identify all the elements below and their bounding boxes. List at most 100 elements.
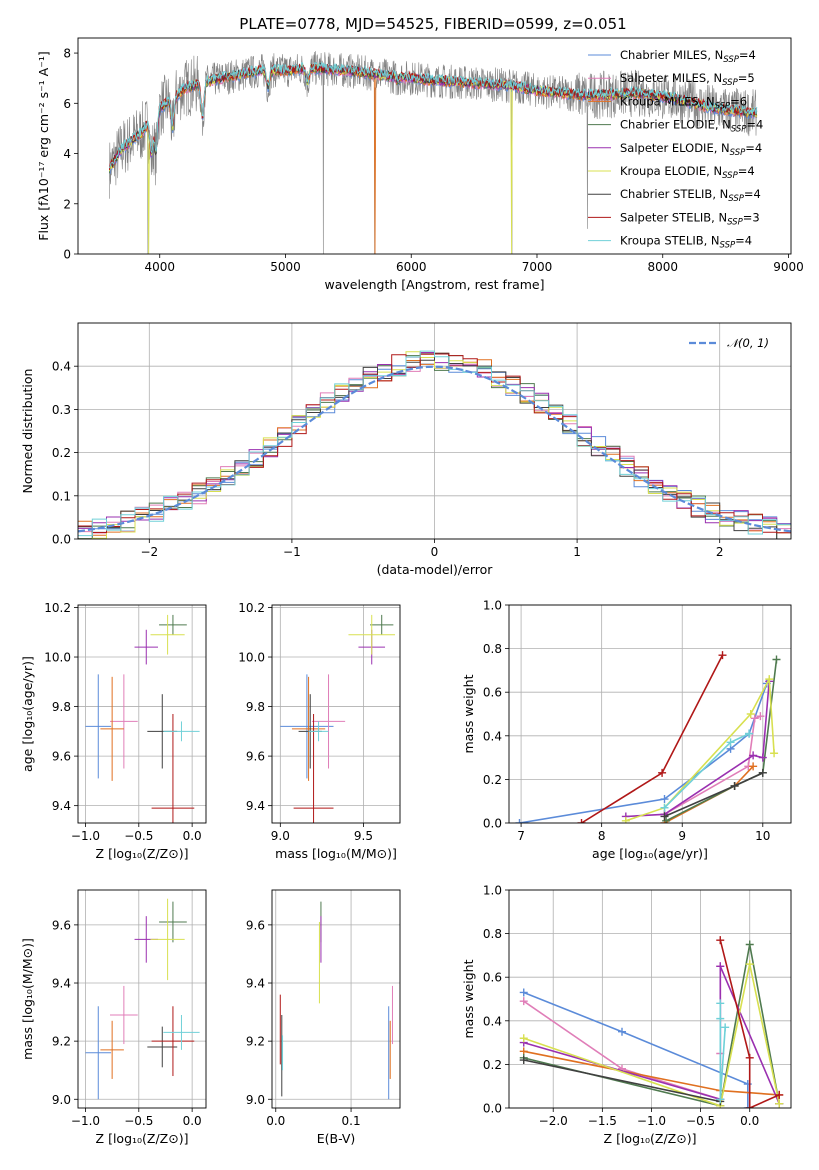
residuals-xtick-label: 0 [431,545,439,559]
errorbar-point [85,674,112,779]
legend-name: Chabrier MILES, N [620,48,723,62]
age-vs-Z-xtick-label: −0.5 [124,829,153,843]
legend-subscript: SSP [731,125,747,135]
spectrum-ytick-label: 6 [63,97,71,111]
errorbar-point [293,714,334,823]
mass-weight-line [523,1059,721,1103]
residuals-ytick-label: 0.3 [52,403,71,417]
mass-weight-line [523,963,780,1107]
legend-subscript: SSP [715,101,731,111]
legend-suffix: =4 [745,141,762,155]
mass-vs-Z-panel: −1.0 −0.5 0.0 9.0 9.2 9.4 9.6 Z [log₁₀(Z/Z⊙)] ma… [20,889,207,1146]
weight-vs-age-ytick-label: 0.6 [483,686,502,700]
mass-vs-EBV-ytick-label: 9.0 [246,1093,265,1107]
residuals-xtick-label: 2 [716,545,724,559]
mass-weight-line [523,944,780,1107]
mass-vs-Z-background [78,890,206,1108]
residuals-ytick-label: 0.4 [52,360,71,374]
errorbar-point [147,1026,178,1068]
spectrum-ytick-label: 2 [63,197,71,211]
mass-vs-Z-ytick-label: 9.2 [52,1035,71,1049]
weight-vs-Z-xtick-label: −2.0 [539,1114,568,1128]
errorbar-point [110,985,138,1045]
legend-name: Kroupa MILES, N [620,94,715,108]
weight-vs-Z-ytick-label: 0.0 [483,1102,502,1116]
age-vs-Z-ytick-label: 10.2 [44,601,71,615]
mass-vs-Z-x-axis-label: Z [log₁₀(Z/Z⊙)] [96,1131,189,1146]
mass-weight-marker [746,710,755,718]
residual-histogram-step [78,351,791,539]
legend-suffix: =4 [738,164,755,178]
weight-vs-Z-frame [508,889,792,1109]
mass-weight-line [719,1003,726,1100]
errorbar-point [150,614,185,655]
mass-vs-EBV-ytick-label: 9.2 [246,1035,265,1049]
mass-weight-marker [745,1053,754,1062]
spectrum-xtick-label: 5000 [270,260,301,274]
residuals-xtick-label: −1 [283,545,301,559]
mass-weight-line [664,715,761,815]
mass-weight-marker [519,988,528,997]
legend-suffix: =3 [743,210,760,224]
mass-weight-marker [745,940,754,949]
mass-weight-marker [749,751,758,760]
legend-name: Chabrier ELODIE, N [620,118,731,132]
age-vs-mass-frame [271,604,401,824]
errorbar-point [110,674,138,769]
spectrum-xtick-label: 7000 [522,260,553,274]
mass-weight-marker [775,1099,784,1108]
errorbar-point [163,1014,200,1050]
weight-vs-age-plot-area [515,651,781,823]
mass-weight-marker [730,781,739,790]
mass-vs-Z-xtick-label: −1.0 [71,1114,100,1128]
mass-vs-EBV-plot-area [279,901,393,1100]
mass-vs-EBV-frame [271,889,401,1109]
residuals-ytick-label: 0.1 [52,489,71,503]
mass-vs-EBV-xtick-label: 0.0 [266,1114,285,1128]
mass-weight-marker [716,962,725,971]
residuals-xtick-label: 1 [573,545,581,559]
age-vs-Z-x-axis-label: Z [log₁₀(Z/Z⊙)] [96,846,189,861]
mass-weight-marker [745,1104,754,1108]
weight-vs-Z-xtick-label: −1.0 [637,1114,666,1128]
errorbar-point [308,721,329,742]
mass-weight-marker [745,729,754,738]
age-vs-mass-xtick-label: 9.0 [271,829,290,843]
age-vs-Z-ytick-label: 10.0 [44,651,71,665]
weight-vs-age-xtick-label: 8 [598,829,606,843]
age-vs-mass-ytick-label: 9.8 [246,700,265,714]
mass-weight-marker [621,816,630,823]
weight-vs-Z-background [509,890,791,1108]
mass-weight-marker [743,1104,752,1108]
mass-weight-marker [577,819,586,823]
mass-vs-Z-ytick-label: 9.0 [52,1093,71,1107]
mass-weight-line [523,991,749,1108]
age-vs-Z-ytick-label: 9.8 [52,700,71,714]
errorbar-point [85,1006,112,1100]
errorbar-point [159,901,187,943]
weight-vs-Z-plot-area [519,936,784,1108]
mass-vs-EBV-background [272,890,400,1108]
weight-vs-age-x-axis-label: age [log₁₀(age/yr)] [592,846,708,861]
mass-vs-EBV-ytick-label: 9.4 [246,977,265,991]
legend-suffix: =4 [746,118,763,132]
spectrum-legend-label: Chabrier ELODIE, NSSP=4 [620,118,763,135]
residuals-plot-area [78,350,791,539]
mass-weight-marker [718,651,727,660]
weight-vs-age-panel: 7 8 9 10 0.0 0.2 0.4 0.6 0.8 1.0 age [log₁₀(age/yr… [461,599,792,861]
errorbar-point [151,714,195,823]
spectrum-legend-label: Chabrier STELIB, NSSP=4 [620,187,761,204]
spectrum-legend-label: Kroupa STELIB, NSSP=4 [620,234,752,251]
spectrum-ytick-label: 8 [63,47,71,61]
figure-title: PLATE=0778, MJD=54525, FIBERID=0599, z=0… [239,15,626,33]
weight-vs-age-ytick-label: 1.0 [483,599,502,613]
errorbar-point [100,1020,124,1079]
weight-vs-age-ytick-label: 0.2 [483,773,502,787]
age-vs-mass-ytick-label: 10.0 [238,651,265,665]
errorbar-point [280,674,334,779]
weight-vs-age-y-axis-label: mass weight [461,674,476,753]
legend-name: Kroupa STELIB, N [620,234,720,248]
mass-weight-marker [617,1027,626,1036]
age-vs-Z-plot-area [85,614,200,823]
errorbar-point [150,898,185,981]
